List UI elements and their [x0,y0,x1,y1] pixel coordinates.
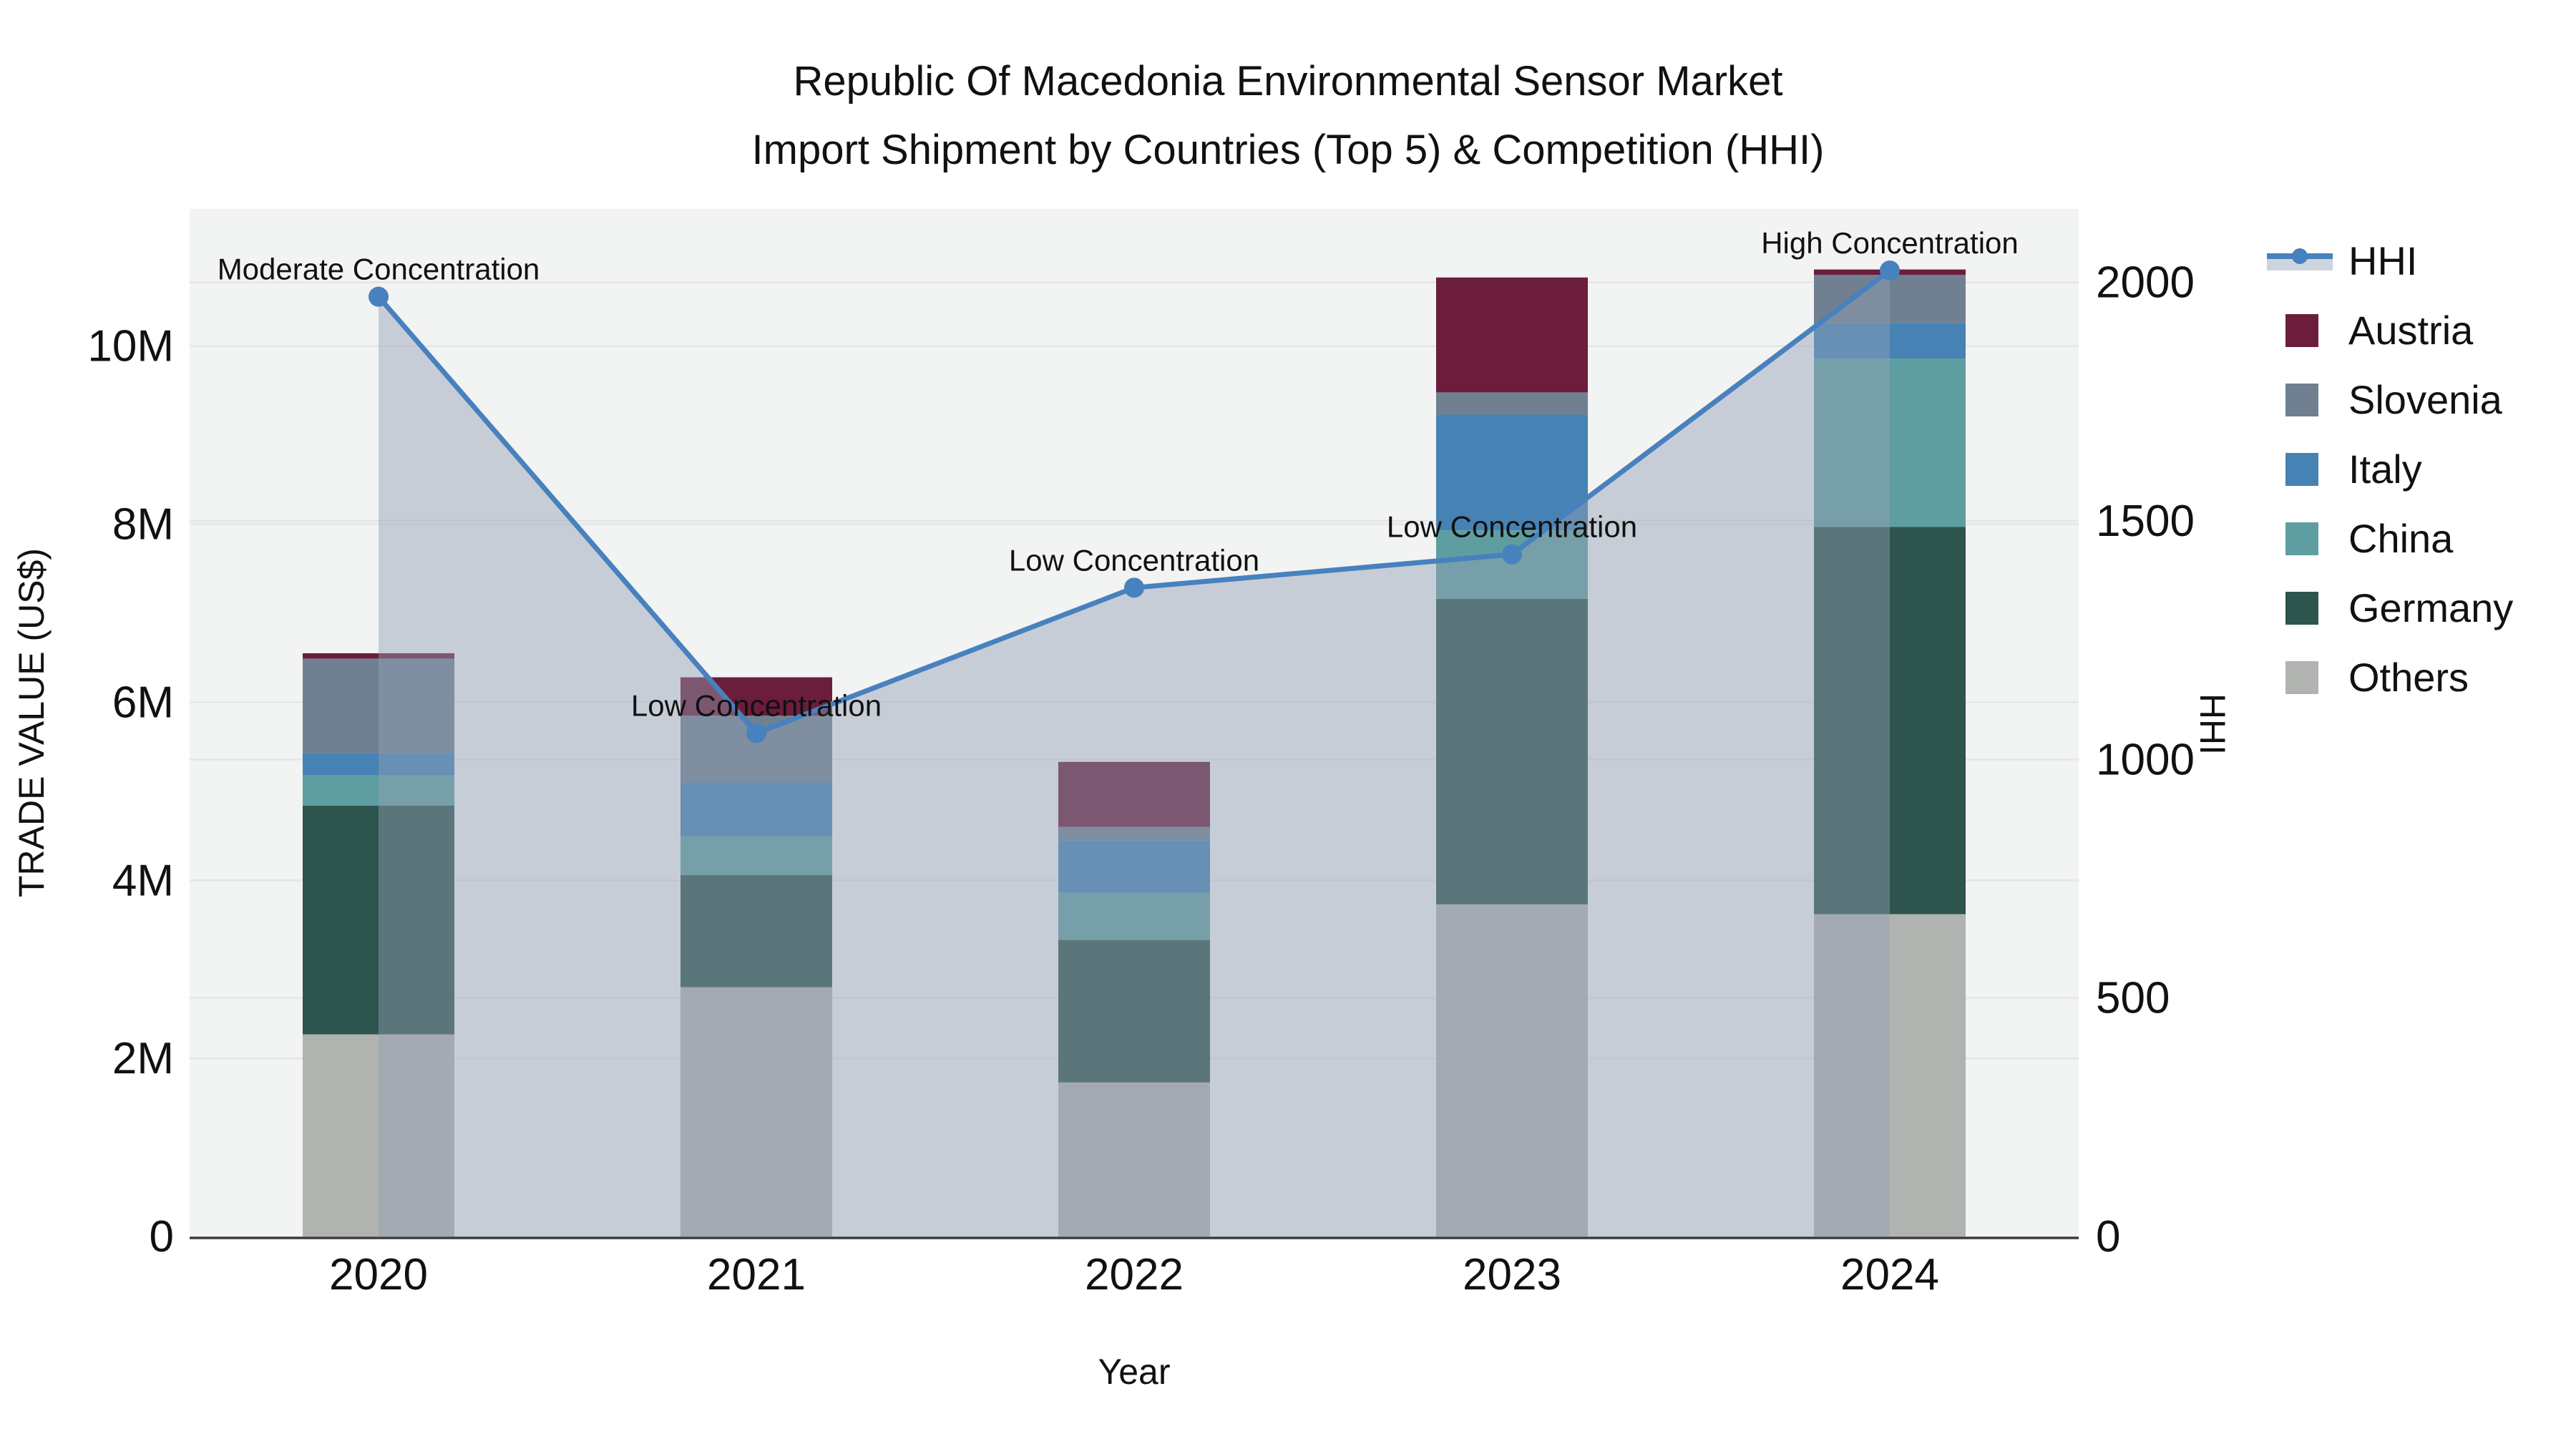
bar-segment-germany-2024[interactable] [1814,527,1966,914]
chart-title: Republic Of Macedonia Environmental Sens… [0,47,2576,185]
y1-tick-2M: 2M [112,1034,174,1083]
y2-tick-1000: 1000 [2096,735,2195,784]
legend-label-hhi: HHI [2348,238,2418,283]
bar-segment-germany-2022[interactable] [1058,940,1210,1083]
legend-label-italy: Italy [2348,447,2422,492]
bar-segment-others-2022[interactable] [1058,1082,1210,1236]
bar-segment-slovenia-2022[interactable] [1058,826,1210,841]
bar-segment-china-2022[interactable] [1058,892,1210,940]
annotation-2021: Low Concentration [631,689,882,723]
legend-swatch-icon [2267,383,2338,416]
annotation-2023: Low Concentration [1387,510,1637,544]
bar-segment-italy-2020[interactable] [303,753,454,776]
swatch-others [2285,660,2318,694]
legend-label-austria: Austria [2348,308,2474,353]
bar-segment-italy-2024[interactable] [1814,323,1966,359]
legend-swatch-icon [2267,313,2338,347]
y-axis-title-hhi: HHI [2192,693,2233,756]
bar-segment-germany-2020[interactable] [303,805,454,1035]
hhi-marker-swatch [2292,248,2308,264]
bar-segment-italy-2021[interactable] [680,782,832,837]
bar-segment-italy-2022[interactable] [1058,840,1210,893]
bar-segment-china-2020[interactable] [303,775,454,806]
x-axis-title-year: Year [1098,1352,1171,1392]
bar-segment-slovenia-2023[interactable] [1436,392,1588,415]
legend-item-slovenia[interactable]: Slovenia [2267,365,2513,434]
swatch-italy [2285,452,2318,486]
bar-segment-others-2020[interactable] [303,1034,454,1236]
y1-tick-4M: 4M [112,856,174,905]
legend-item-austria[interactable]: Austria [2267,296,2513,365]
legend-item-italy[interactable]: Italy [2267,434,2513,504]
y2-tick-2000: 2000 [2096,258,2195,308]
y1-tick-8M: 8M [112,500,174,550]
hhi-area-fill [379,270,1890,1236]
bar-segment-slovenia-2024[interactable] [1814,275,1966,323]
y-axis-title-trade-value: TRADE VALUE (US$) [11,547,52,898]
legend-swatch-icon [2267,591,2338,625]
hhi-marker-2023[interactable] [1502,544,1522,565]
annotation-2020: Moderate Concentration [218,253,540,286]
bar-segment-others-2024[interactable] [1814,914,1966,1236]
annotation-2022: Low Concentration [1009,543,1259,577]
hhi-marker-2024[interactable] [1880,260,1900,280]
bar-segment-china-2023[interactable] [1436,530,1588,600]
chart-title-line2: Import Shipment by Countries (Top 5) & C… [751,127,1825,173]
bar-segment-slovenia-2020[interactable] [303,658,454,753]
bar-segment-austria-2020[interactable] [303,653,454,659]
bar-segment-austria-2023[interactable] [1436,277,1588,393]
annotation-2024: High Concentration [1761,226,2019,260]
bar-segment-germany-2021[interactable] [680,874,832,987]
bar-segment-others-2023[interactable] [1436,904,1588,1236]
y2-tick-500: 500 [2096,974,2170,1023]
bar-segment-others-2021[interactable] [680,987,832,1236]
bar-segment-austria-2022[interactable] [1058,761,1210,827]
legend-label-slovenia: Slovenia [2348,377,2502,422]
hhi-line-legend-icon [2267,245,2338,278]
legend-swatch-icon [2267,660,2338,694]
legend-label-germany: Germany [2348,585,2514,630]
hhi-marker-2021[interactable] [746,723,766,743]
bar-segment-china-2024[interactable] [1814,358,1966,527]
legend-swatch-icon [2267,452,2338,486]
x-tick-2022: 2022 [1085,1250,1184,1299]
bar-segment-china-2021[interactable] [680,836,832,875]
x-tick-2024: 2024 [1840,1250,1939,1299]
swatch-slovenia [2285,383,2318,416]
swatch-austria [2285,313,2318,347]
x-tick-2023: 2023 [1463,1250,1561,1299]
y2-tick-1500: 1500 [2096,497,2195,546]
x-tick-2021: 2021 [707,1250,806,1299]
bar-segment-italy-2023[interactable] [1436,414,1588,531]
legend-item-hhi[interactable]: HHI [2267,226,2513,296]
y2-tick-0: 0 [2096,1212,2120,1262]
hhi-marker-2020[interactable] [369,286,389,307]
legend-item-germany[interactable]: Germany [2267,573,2513,643]
legend-swatch-icon [2267,522,2338,555]
swatch-germany [2285,591,2318,625]
legend: HHI Austria Slovenia Italy China Germany Other… [2267,226,2513,712]
legend-label-others: Others [2348,655,2469,700]
y1-tick-6M: 6M [112,678,174,727]
swatch-china [2285,522,2318,555]
legend-item-china[interactable]: China [2267,504,2513,573]
y1-tick-0: 0 [150,1212,174,1262]
chart-title-line1: Republic Of Macedonia Environmental Sens… [793,58,1783,104]
hhi-marker-2022[interactable] [1124,577,1144,598]
y1-tick-10M: 10M [87,322,174,371]
bar-segment-germany-2023[interactable] [1436,599,1588,904]
x-tick-2020: 2020 [329,1250,428,1299]
legend-item-others[interactable]: Others [2267,643,2513,712]
bar-segment-austria-2021[interactable] [680,677,832,716]
legend-label-china: China [2348,516,2454,561]
